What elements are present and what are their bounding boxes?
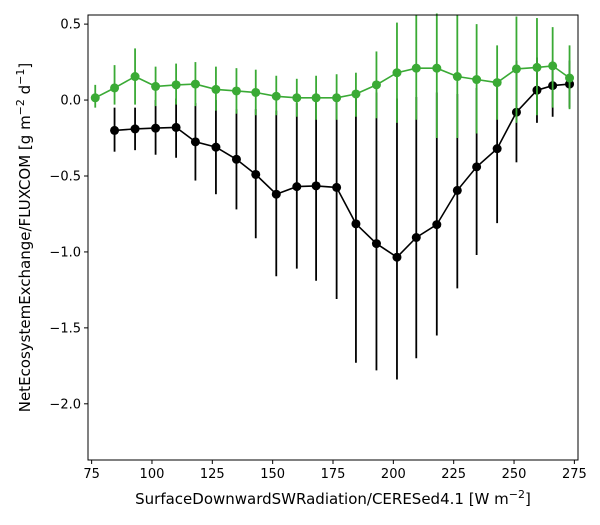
y-tick-label: −1.0 [49, 245, 81, 260]
data-point [271, 91, 281, 101]
x-tick-label: 175 [321, 467, 346, 482]
data-point [332, 182, 342, 192]
x-tick-label: 250 [502, 467, 527, 482]
data-point [548, 61, 558, 71]
data-point [251, 87, 261, 97]
series-1 [90, 13, 575, 139]
data-point [371, 80, 381, 90]
data-point [565, 73, 575, 83]
data-point [211, 142, 221, 152]
x-tick-label: 200 [381, 467, 406, 482]
data-point [151, 81, 161, 91]
data-point [231, 154, 241, 164]
data-point [411, 233, 421, 242]
data-point [292, 182, 302, 192]
data-point [351, 89, 361, 99]
data-point [151, 123, 161, 133]
data-point [411, 63, 421, 73]
series-0 [110, 57, 575, 380]
data-point [532, 62, 542, 72]
data-point [271, 189, 281, 199]
data-point [392, 252, 402, 262]
data-point [432, 220, 442, 230]
plot-frame [87, 14, 579, 461]
y-axis-title-exp2: −1 [14, 69, 27, 85]
x-axis-title-tail: ] [525, 490, 531, 508]
data-point [171, 80, 181, 90]
y-tick-label: −2.0 [49, 397, 81, 412]
y-tick-label: 0.0 [60, 94, 81, 109]
data-point [432, 63, 442, 73]
data-point [130, 72, 140, 82]
x-tick-label: 150 [260, 467, 285, 482]
data-point [371, 239, 381, 249]
y-axis-title-mid: d [16, 85, 34, 99]
data-point [311, 181, 321, 191]
data-point [351, 219, 361, 229]
data-point [472, 75, 482, 85]
data-point [452, 185, 462, 195]
data-point [452, 72, 462, 82]
data-point [292, 93, 302, 103]
x-axis-title-base: SurfaceDownwardSWRadiation/CERESed4.1 [W… [135, 490, 509, 508]
x-tick-label: 100 [140, 467, 165, 482]
data-point [110, 125, 120, 135]
x-axis: 75 100 125 150 175 200 225 250 275 [83, 460, 587, 482]
x-tick-label: 275 [562, 467, 587, 482]
x-axis-title-exp: −2 [509, 488, 525, 501]
data-point [211, 84, 221, 94]
data-point [511, 64, 521, 74]
y-axis-title: NetEcosystemExchange/FLUXCOM [g m−2 d−1] [14, 63, 34, 413]
y-tick-label: −1.5 [49, 321, 81, 336]
data-point [251, 169, 261, 179]
data-point [332, 93, 342, 103]
data-point [130, 124, 140, 134]
y-tick-label: −0.5 [49, 169, 81, 184]
y-axis-title-base: NetEcosystemExchange/FLUXCOM [g m [16, 115, 34, 412]
data-point [231, 86, 241, 96]
x-tick-label: 225 [441, 467, 466, 482]
data-point [171, 122, 181, 132]
y-axis-title-exp1: −2 [14, 99, 27, 115]
data-point [492, 78, 502, 88]
y-axis: 0.5 0.0 −0.5 −1.0 −1.5 −2.0 [49, 18, 88, 412]
plot-area [90, 13, 575, 380]
data-point [492, 144, 502, 154]
x-tick-label: 125 [200, 467, 225, 482]
data-point [392, 68, 402, 78]
data-point [311, 93, 321, 103]
data-point [190, 137, 200, 147]
data-point [110, 83, 120, 93]
y-tick-label: 0.5 [60, 18, 81, 33]
series-line [114, 83, 570, 259]
y-axis-title-tail: ] [16, 63, 34, 69]
data-point [472, 162, 482, 172]
data-point [90, 93, 100, 103]
x-axis-title: SurfaceDownwardSWRadiation/CERESed4.1 [W… [135, 488, 531, 508]
data-point [190, 79, 200, 89]
x-tick-label: 75 [83, 467, 100, 482]
